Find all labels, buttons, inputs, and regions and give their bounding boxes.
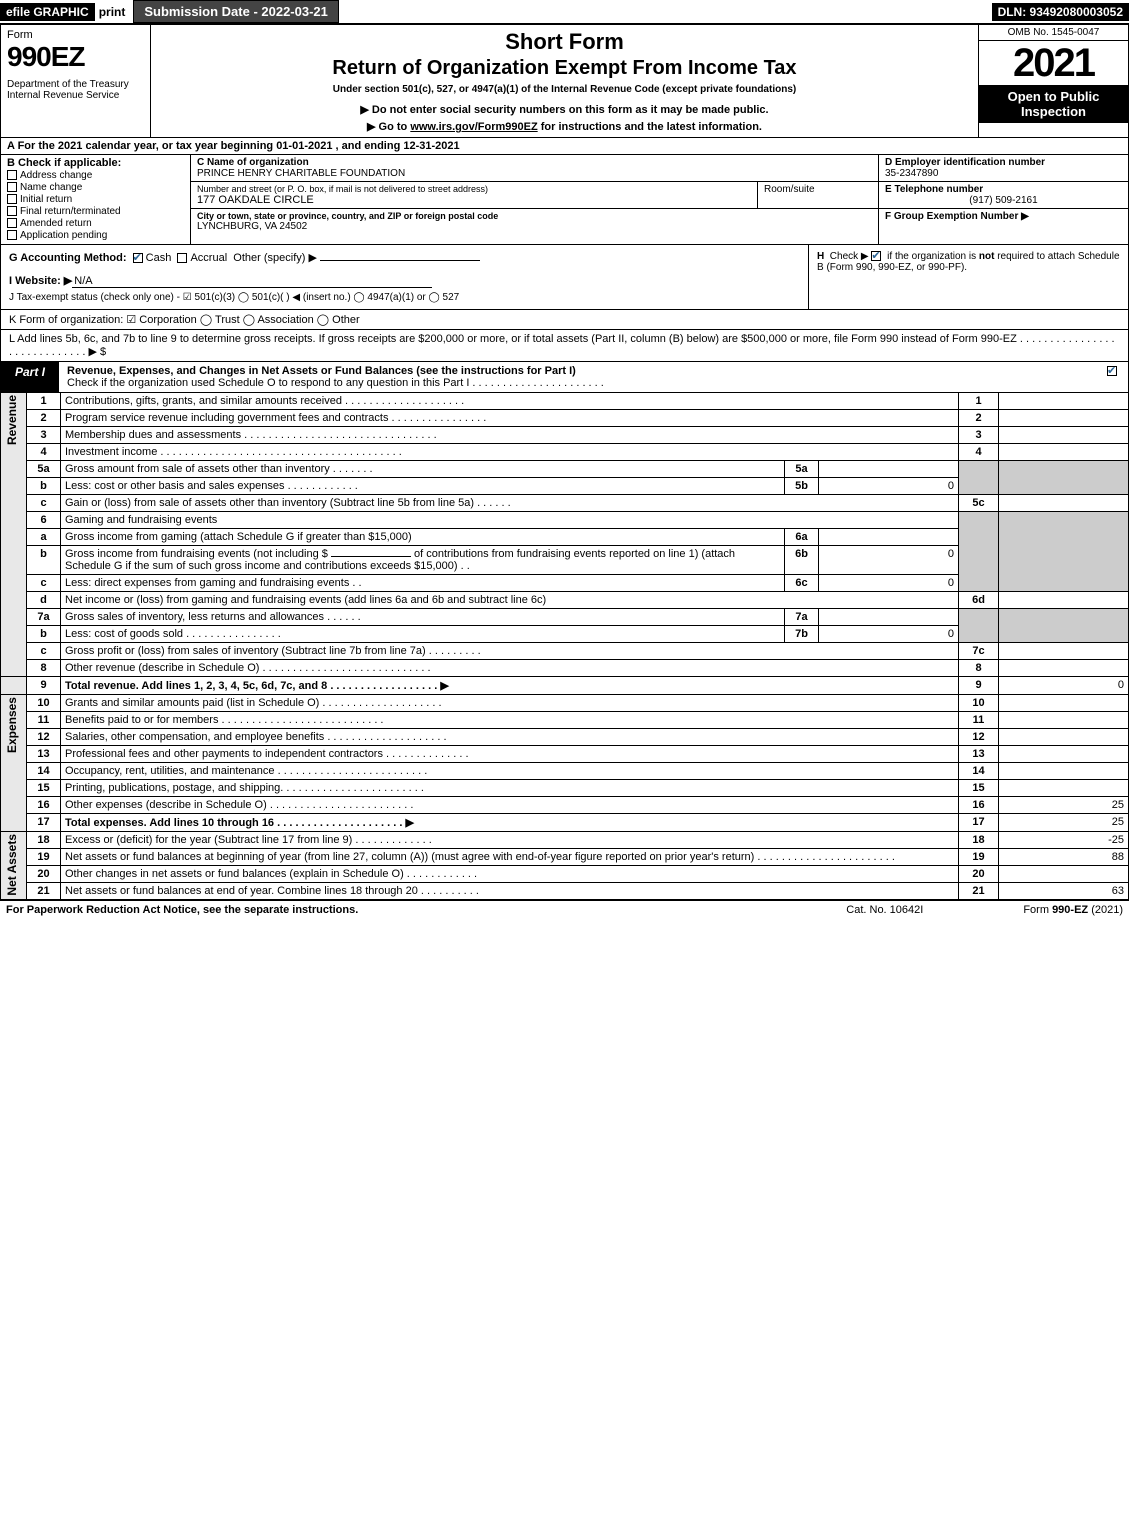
- street-value: 177 OAKDALE CIRCLE: [197, 194, 751, 206]
- line-1-value: [999, 393, 1129, 410]
- row-j: J Tax-exempt status (check only one) - ☑…: [9, 292, 800, 303]
- street-cell: Number and street (or P. O. box, if mail…: [191, 182, 758, 208]
- section-b-header: B Check if applicable:: [7, 157, 184, 169]
- checkbox-amended-return[interactable]: Amended return: [7, 218, 184, 229]
- section-e: E Telephone number (917) 509-2161: [879, 182, 1128, 209]
- row-k: K Form of organization: ☑ Corporation ◯ …: [0, 310, 1129, 330]
- section-f: F Group Exemption Number ▶: [879, 209, 1128, 244]
- line-2-desc: Program service revenue including govern…: [61, 410, 959, 427]
- submission-date: Submission Date - 2022-03-21: [133, 0, 339, 23]
- row-l: L Add lines 5b, 6c, and 7b to line 9 to …: [0, 330, 1129, 362]
- section-def: D Employer identification number 35-2347…: [878, 155, 1128, 244]
- goto-prefix: ▶ Go to: [367, 121, 410, 133]
- checkbox-final-return[interactable]: Final return/terminated: [7, 206, 184, 217]
- section-c: C Name of organization PRINCE HENRY CHAR…: [191, 155, 878, 244]
- section-b: B Check if applicable: Address change Na…: [1, 155, 191, 244]
- line-17-value: 25: [999, 814, 1129, 832]
- room-suite: Room/suite: [758, 182, 878, 208]
- part-1-checkbox[interactable]: [1099, 362, 1128, 392]
- netassets-side-label: Net Assets: [1, 832, 27, 900]
- website-value: N/A: [72, 275, 432, 288]
- checkbox-address-change[interactable]: Address change: [7, 170, 184, 181]
- line-num: 1: [27, 393, 61, 410]
- paperwork-notice: For Paperwork Reduction Act Notice, see …: [6, 904, 358, 916]
- part-1-header: Part I Revenue, Expenses, and Changes in…: [0, 362, 1129, 393]
- line-5b-value: 0: [819, 478, 959, 495]
- line-7b-value: 0: [819, 626, 959, 643]
- print-link[interactable]: print: [95, 3, 130, 21]
- section-b-through-f: B Check if applicable: Address change Na…: [0, 155, 1129, 245]
- checkbox-application-pending[interactable]: Application pending: [7, 230, 184, 241]
- expenses-side-label: Expenses: [1, 695, 27, 832]
- line-6c-value: 0: [819, 575, 959, 592]
- header-left: Form 990EZ Department of the Treasury In…: [1, 25, 151, 137]
- city-value: LYNCHBURG, VA 24502: [197, 221, 872, 232]
- phone-label: E Telephone number: [885, 184, 1122, 195]
- row-g: G Accounting Method: Cash Accrual Other …: [1, 245, 808, 309]
- line-21-value: 63: [999, 883, 1129, 900]
- part-1-tab: Part I: [1, 362, 59, 392]
- short-form-title: Short Form: [159, 29, 970, 55]
- room-label: Room/suite: [764, 184, 815, 195]
- checkbox-schedule-b[interactable]: [871, 251, 881, 261]
- ein-value: 35-2347890: [885, 168, 1122, 179]
- row-a-tax-year: A For the 2021 calendar year, or tax yea…: [0, 138, 1129, 155]
- efile-label: efile GRAPHIC: [0, 3, 95, 21]
- tax-year: 2021: [979, 41, 1128, 85]
- ssn-warning: ▶ Do not enter social security numbers o…: [159, 103, 970, 116]
- form-number: 990EZ: [7, 41, 144, 73]
- accounting-label: G Accounting Method:: [9, 252, 127, 264]
- top-bar: efile GRAPHIC print Submission Date - 20…: [0, 0, 1129, 24]
- checkbox-accrual[interactable]: [177, 253, 187, 263]
- line-9-value: 0: [999, 677, 1129, 695]
- phone-value: (917) 509-2161: [885, 195, 1122, 206]
- catalog-number: Cat. No. 10642I: [846, 904, 923, 916]
- org-name: PRINCE HENRY CHARITABLE FOUNDATION: [197, 168, 872, 179]
- form-subtitle: Under section 501(c), 527, or 4947(a)(1)…: [159, 84, 970, 95]
- row-g-h: G Accounting Method: Cash Accrual Other …: [0, 245, 1129, 310]
- checkbox-name-change[interactable]: Name change: [7, 182, 184, 193]
- city-label: City or town, state or province, country…: [197, 211, 872, 221]
- street-label: Number and street (or P. O. box, if mail…: [197, 184, 751, 194]
- department: Department of the Treasury Internal Reve…: [7, 79, 144, 101]
- header-middle: Short Form Return of Organization Exempt…: [151, 25, 978, 137]
- dln-label: DLN: 93492080003052: [992, 3, 1129, 21]
- open-to-public: Open to Public Inspection: [979, 85, 1128, 123]
- form-title: Return of Organization Exempt From Incom…: [159, 57, 970, 80]
- ein-label: D Employer identification number: [885, 157, 1122, 168]
- line-6b-value: 0: [819, 546, 959, 575]
- footer: For Paperwork Reduction Act Notice, see …: [0, 900, 1129, 919]
- goto-link-row: ▶ Go to www.irs.gov/Form990EZ for instru…: [159, 120, 970, 133]
- checkbox-initial-return[interactable]: Initial return: [7, 194, 184, 205]
- line-16-value: 25: [999, 797, 1129, 814]
- line-19-value: 88: [999, 849, 1129, 866]
- goto-suffix: for instructions and the latest informat…: [538, 121, 762, 133]
- schedule-b-note: H Check ▶ if the organization is not req…: [817, 251, 1120, 273]
- part-1-table: Revenue 1 Contributions, gifts, grants, …: [0, 393, 1129, 900]
- row-h: H Check ▶ if the organization is not req…: [808, 245, 1128, 309]
- form-header: Form 990EZ Department of the Treasury In…: [0, 24, 1129, 138]
- irs-link[interactable]: www.irs.gov/Form990EZ: [410, 121, 537, 133]
- omb-number: OMB No. 1545-0047: [979, 25, 1128, 41]
- form-word: Form: [7, 29, 144, 41]
- website-label: I Website: ▶: [9, 275, 72, 287]
- group-exemption-label: F Group Exemption Number ▶: [885, 211, 1029, 222]
- form-ref: Form 990-EZ (2021): [1023, 904, 1123, 916]
- org-name-label: C Name of organization: [197, 157, 872, 168]
- part-1-title: Revenue, Expenses, and Changes in Net As…: [59, 362, 1099, 392]
- header-right: OMB No. 1545-0047 2021 Open to Public In…: [978, 25, 1128, 137]
- checkbox-cash[interactable]: [133, 253, 143, 263]
- revenue-side-label: Revenue: [1, 393, 27, 677]
- section-d: D Employer identification number 35-2347…: [879, 155, 1128, 182]
- line-1-desc: Contributions, gifts, grants, and simila…: [61, 393, 959, 410]
- line-18-value: -25: [999, 832, 1129, 849]
